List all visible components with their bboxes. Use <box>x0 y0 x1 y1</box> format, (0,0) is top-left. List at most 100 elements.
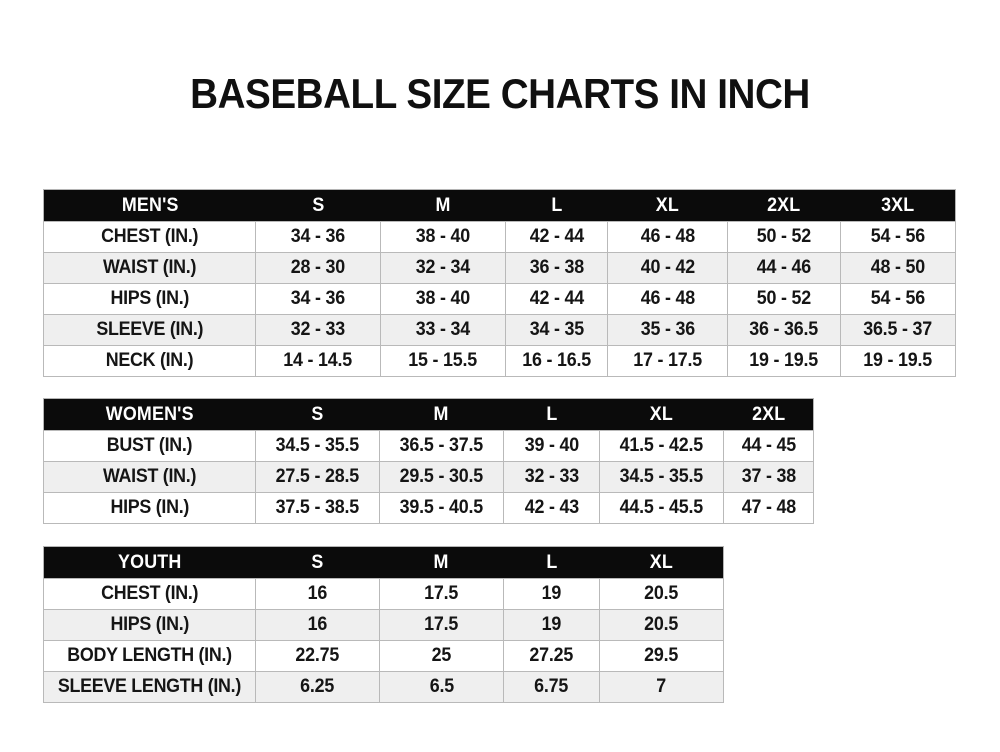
table-row: SLEEVE LENGTH (IN.) 6.25 6.5 6.75 7 <box>43 671 724 703</box>
measurement-value: 32 - 33 <box>503 461 600 493</box>
measurement-value: 44.5 - 45.5 <box>599 492 724 524</box>
size-column-header: M <box>379 546 504 579</box>
size-column-header: XL <box>607 189 728 222</box>
measurement-value: 32 - 34 <box>380 252 506 284</box>
chart-category-header: MEN'S <box>43 189 256 222</box>
measurement-value: 7 <box>599 671 724 703</box>
measurement-value: 36 - 36.5 <box>727 314 841 346</box>
measurement-value: 42 - 44 <box>505 221 608 253</box>
measurement-value: 37 - 38 <box>723 461 814 493</box>
size-column-header: L <box>505 189 608 222</box>
measurement-value: 46 - 48 <box>607 221 728 253</box>
measurement-label: WAIST (IN.) <box>43 461 256 493</box>
measurement-label: SLEEVE (IN.) <box>43 314 256 346</box>
measurement-value: 36 - 38 <box>505 252 608 284</box>
page-title: BASEBALL SIZE CHARTS IN INCH <box>190 70 810 117</box>
table-row: SLEEVE (IN.) 32 - 33 33 - 34 34 - 35 35 - 36… <box>43 314 956 346</box>
measurement-value: 37.5 - 38.5 <box>255 492 380 524</box>
measurement-value: 47 - 48 <box>723 492 814 524</box>
measurement-value: 16 - 16.5 <box>505 345 608 377</box>
measurement-value: 32 - 33 <box>255 314 381 346</box>
measurement-value: 19 <box>503 609 600 641</box>
measurement-value: 33 - 34 <box>380 314 506 346</box>
measurement-value: 40 - 42 <box>607 252 728 284</box>
table-row: CHEST (IN.) 34 - 36 38 - 40 42 - 44 46 - 48 5… <box>43 221 956 253</box>
measurement-label: NECK (IN.) <box>43 345 256 377</box>
measurement-value: 39 - 40 <box>503 430 600 462</box>
measurement-value: 6.25 <box>255 671 380 703</box>
measurement-label: HIPS (IN.) <box>43 283 256 315</box>
size-column-header: 3XL <box>840 189 956 222</box>
measurement-value: 34.5 - 35.5 <box>255 430 380 462</box>
size-column-header: L <box>503 546 600 579</box>
measurement-label: CHEST (IN.) <box>43 578 256 610</box>
size-column-header: XL <box>599 398 724 431</box>
mens-size-chart: MEN'S S M L XL 2XL 3XL CHEST (IN.) 34 - 36 38 - 4… <box>43 189 956 377</box>
measurement-value: 27.25 <box>503 640 600 672</box>
measurement-value: 38 - 40 <box>380 221 506 253</box>
measurement-value: 29.5 <box>599 640 724 672</box>
measurement-value: 25 <box>379 640 504 672</box>
measurement-value: 36.5 - 37 <box>840 314 956 346</box>
measurement-value: 17.5 <box>379 609 504 641</box>
size-column-header: XL <box>599 546 724 579</box>
measurement-value: 19 <box>503 578 600 610</box>
measurement-value: 34 - 36 <box>255 221 381 253</box>
size-column-header: 2XL <box>723 398 814 431</box>
size-column-header: M <box>379 398 504 431</box>
table-row: HIPS (IN.) 16 17.5 19 20.5 <box>43 609 724 641</box>
measurement-label: SLEEVE LENGTH (IN.) <box>43 671 256 703</box>
measurement-value: 34 - 36 <box>255 283 381 315</box>
measurement-value: 46 - 48 <box>607 283 728 315</box>
table-row: HIPS (IN.) 34 - 36 38 - 40 42 - 44 46 - 48 50… <box>43 283 956 315</box>
measurement-label: HIPS (IN.) <box>43 492 256 524</box>
measurement-value: 54 - 56 <box>840 221 956 253</box>
table-row: BUST (IN.) 34.5 - 35.5 36.5 - 37.5 39 - 40 4… <box>43 430 814 462</box>
table-row: CHEST (IN.) 16 17.5 19 20.5 <box>43 578 724 610</box>
measurement-value: 20.5 <box>599 609 724 641</box>
measurement-label: CHEST (IN.) <box>43 221 256 253</box>
measurement-value: 14 - 14.5 <box>255 345 381 377</box>
measurement-value: 19 - 19.5 <box>727 345 841 377</box>
size-column-header: 2XL <box>727 189 841 222</box>
measurement-value: 16 <box>255 578 380 610</box>
measurement-value: 6.75 <box>503 671 600 703</box>
measurement-value: 27.5 - 28.5 <box>255 461 380 493</box>
measurement-value: 16 <box>255 609 380 641</box>
measurement-value: 34.5 - 35.5 <box>599 461 724 493</box>
measurement-value: 38 - 40 <box>380 283 506 315</box>
measurement-value: 28 - 30 <box>255 252 381 284</box>
measurement-value: 34 - 35 <box>505 314 608 346</box>
measurement-value: 54 - 56 <box>840 283 956 315</box>
table-header-row: MEN'S S M L XL 2XL 3XL <box>43 189 956 222</box>
table-header-row: YOUTH S M L XL <box>43 546 724 579</box>
size-column-header: S <box>255 189 381 222</box>
measurement-value: 17 - 17.5 <box>607 345 728 377</box>
table-header-row: WOMEN'S S M L XL 2XL <box>43 398 814 431</box>
measurement-value: 50 - 52 <box>727 221 841 253</box>
table-row: HIPS (IN.) 37.5 - 38.5 39.5 - 40.5 42 - 43 4… <box>43 492 814 524</box>
measurement-value: 44 - 46 <box>727 252 841 284</box>
measurement-value: 42 - 44 <box>505 283 608 315</box>
measurement-value: 48 - 50 <box>840 252 956 284</box>
measurement-value: 19 - 19.5 <box>840 345 956 377</box>
size-column-header: M <box>380 189 506 222</box>
size-column-header: L <box>503 398 600 431</box>
measurement-value: 39.5 - 40.5 <box>379 492 504 524</box>
measurement-value: 29.5 - 30.5 <box>379 461 504 493</box>
measurement-value: 20.5 <box>599 578 724 610</box>
women-table: WOMEN'S S M L XL 2XL BUST (IN.) 34.5 - 35.5 36.5… <box>43 398 814 524</box>
womens-size-chart: WOMEN'S S M L XL 2XL BUST (IN.) 34.5 - 35.5 36.5… <box>43 398 814 524</box>
measurement-label: HIPS (IN.) <box>43 609 256 641</box>
measurement-label: BODY LENGTH (IN.) <box>43 640 256 672</box>
chart-category-header: WOMEN'S <box>43 398 256 431</box>
youth-table: YOUTH S M L XL CHEST (IN.) 16 17.5 19 20.5 HIPS (I… <box>43 546 724 703</box>
measurement-value: 42 - 43 <box>503 492 600 524</box>
size-column-header: S <box>255 546 380 579</box>
measurement-value: 17.5 <box>379 578 504 610</box>
measurement-value: 36.5 - 37.5 <box>379 430 504 462</box>
chart-category-header: YOUTH <box>43 546 256 579</box>
measurement-value: 50 - 52 <box>727 283 841 315</box>
size-column-header: S <box>255 398 380 431</box>
